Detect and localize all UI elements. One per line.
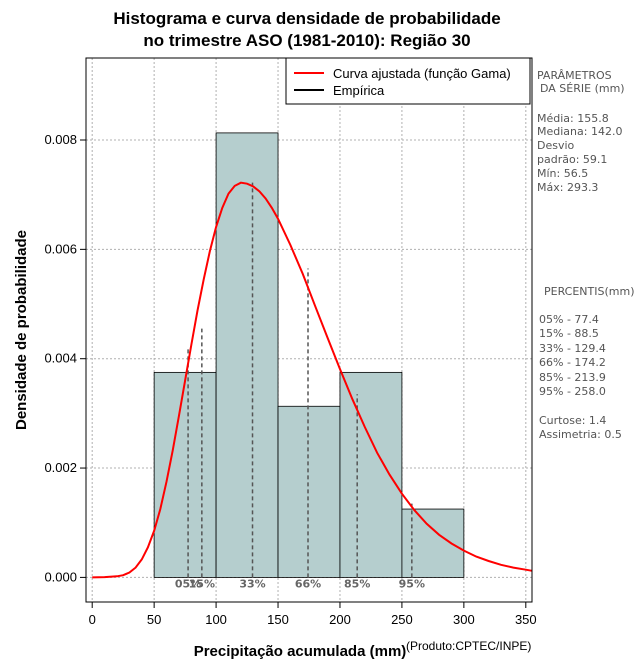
params-title-line2: DA SÉRIE (mm) (540, 82, 625, 95)
x-tick-label: 200 (329, 612, 351, 627)
legend: Curva ajustada (função Gama) Empírica (285, 57, 531, 105)
percentile-label-66%: 66% (295, 577, 321, 590)
param-mediana: Mediana: 142.0 (537, 125, 622, 138)
y-tick-label: 0.004 (44, 351, 77, 366)
percentile-label-05%: 05% (175, 577, 201, 590)
histogram-bar (277, 405, 341, 578)
percentil-95: 95% - 258.0 (539, 385, 606, 398)
percentile-label-95%: 95% (399, 577, 425, 590)
y-tick-label: 0.008 (44, 132, 77, 147)
y-tick-label: 0.006 (44, 241, 77, 256)
curtose-value: Curtose: 1.4 (539, 414, 606, 427)
x-axis: 0 50 100 150 200 250 300 350 (89, 602, 537, 627)
percentile-markers: 05%15% 33% 66% 85% 95% (175, 182, 425, 590)
y-axis-label: Densidade de probabilidade (13, 230, 30, 430)
percentil-85: 85% - 213.9 (539, 371, 606, 384)
x-tick-label: 350 (515, 612, 537, 627)
percentil-15: 15% - 88.5 (539, 327, 599, 340)
param-desvio: Desvio (537, 139, 575, 152)
param-padrao: padrão: 59.1 (537, 153, 607, 166)
percentis-title: PERCENTIS(mm) (544, 285, 635, 298)
assimetria-value: Assimetria: 0.5 (539, 428, 622, 441)
x-tick-label: 150 (267, 612, 289, 627)
x-tick-label: 0 (89, 612, 96, 627)
chart-title-line1: Histograma e curva densidade de probabil… (113, 9, 500, 28)
histogram-bars (153, 132, 465, 578)
histogram-bar (215, 132, 279, 578)
params-title-line1: PARÂMETROS (537, 69, 612, 82)
y-tick-label: 0.000 (44, 569, 77, 584)
y-axis: 0.000 0.002 0.004 0.006 0.008 (44, 132, 86, 584)
x-tick-label: 300 (453, 612, 475, 627)
x-axis-label: Precipitação acumulada (mm) (194, 643, 407, 660)
x-tick-label: 50 (147, 612, 161, 627)
percentil-33: 33% - 129.4 (539, 342, 606, 355)
chart-title-line2: no trimestre ASO (1981-2010): Região 30 (143, 31, 470, 50)
side-panel: PARÂMETROS DA SÉRIE (mm) Média: 155.8 Me… (537, 69, 635, 441)
y-tick-label: 0.002 (44, 460, 77, 475)
gamma-curve-layer (92, 181, 533, 579)
legend-label-empirical: Empírica (333, 83, 385, 98)
x-tick-label: 250 (391, 612, 413, 627)
percentil-05: 05% - 77.4 (539, 313, 599, 326)
percentil-66: 66% - 174.2 (539, 356, 606, 369)
percentile-label-33%: 33% (239, 577, 265, 590)
param-media: Média: 155.8 (537, 112, 609, 125)
product-credit: (Produto:CPTEC/INPE) (406, 639, 531, 653)
legend-box (285, 57, 531, 105)
x-tick-label: 100 (205, 612, 227, 627)
param-min: Mín: 56.5 (537, 167, 588, 180)
histogram-bar (339, 371, 403, 578)
gamma-curve (92, 181, 533, 579)
legend-label-gamma: Curva ajustada (função Gama) (333, 66, 511, 81)
percentile-label-85%: 85% (344, 577, 370, 590)
param-max: Máx: 293.3 (537, 181, 598, 194)
histogram-bar (153, 371, 217, 578)
percentile-label-15%: 15% (189, 577, 215, 590)
